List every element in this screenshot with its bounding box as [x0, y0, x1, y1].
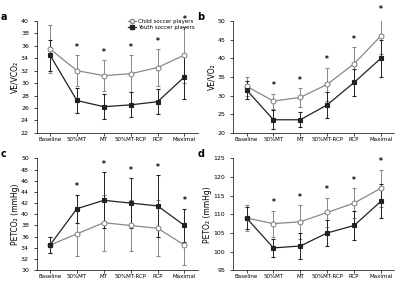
Text: *: *	[298, 193, 302, 201]
Text: *: *	[352, 176, 356, 185]
Text: *: *	[182, 196, 186, 205]
Text: *: *	[325, 55, 329, 64]
Text: *: *	[75, 43, 79, 52]
Text: *: *	[379, 157, 383, 166]
Y-axis label: PETO₂ (mmHg): PETO₂ (mmHg)	[203, 186, 212, 243]
Text: d: d	[198, 149, 204, 159]
Text: *: *	[75, 182, 79, 191]
Text: *: *	[379, 5, 383, 14]
Legend: Child soccer players, Youth soccer players: Child soccer players, Youth soccer playe…	[128, 18, 195, 30]
Text: *: *	[102, 48, 106, 57]
Text: *: *	[156, 36, 160, 46]
Text: *: *	[129, 43, 133, 52]
Text: c: c	[1, 149, 7, 159]
Text: *: *	[156, 163, 160, 172]
Text: b: b	[198, 12, 205, 22]
Text: *: *	[102, 160, 106, 169]
Text: *: *	[272, 198, 275, 207]
Text: *: *	[182, 15, 186, 24]
Y-axis label: VE/VO₂: VE/VO₂	[207, 64, 216, 90]
Text: *: *	[298, 76, 302, 85]
Y-axis label: VE/VCO₂: VE/VCO₂	[10, 61, 20, 93]
Text: *: *	[352, 35, 356, 44]
Text: *: *	[272, 81, 275, 90]
Text: a: a	[1, 12, 8, 22]
Text: *: *	[325, 185, 329, 194]
Text: *: *	[129, 166, 133, 174]
Y-axis label: PETCO₂ (mmHg): PETCO₂ (mmHg)	[10, 184, 20, 245]
